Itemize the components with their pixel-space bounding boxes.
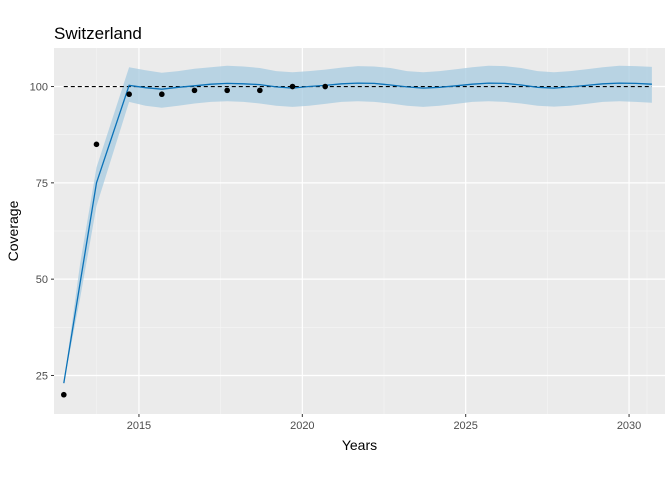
y-tick-label: 100 (30, 82, 48, 94)
observed-point (126, 91, 132, 98)
fit-series-line (63, 82, 652, 384)
x-tick-label: 2015 (127, 420, 151, 432)
x-tick-label: 2030 (617, 420, 641, 432)
observed-point (93, 141, 100, 148)
x-axis-title: Years (342, 437, 377, 453)
axes: 2015 2020 2025 2030 25 50 75 100 (30, 82, 642, 432)
y-tick-label: 75 (36, 178, 48, 190)
y-tick-label: 25 (36, 370, 48, 382)
y-axis-title: Coverage (5, 200, 21, 261)
observed-points (61, 83, 328, 398)
y-tick-label: 50 (36, 274, 48, 286)
chart-title: Switzerland (54, 24, 142, 43)
observed-point (257, 87, 263, 94)
observed-point (322, 83, 328, 90)
fit-line (63, 82, 652, 384)
observed-point (191, 87, 198, 94)
x-tick-label: 2025 (453, 420, 477, 432)
x-tick-label: 2020 (290, 420, 314, 432)
observed-point (159, 91, 165, 98)
confidence-ribbon (63, 65, 652, 384)
observed-point (61, 391, 67, 398)
observed-point (289, 83, 296, 90)
confidence-band (63, 65, 652, 384)
observed-point (224, 87, 230, 94)
